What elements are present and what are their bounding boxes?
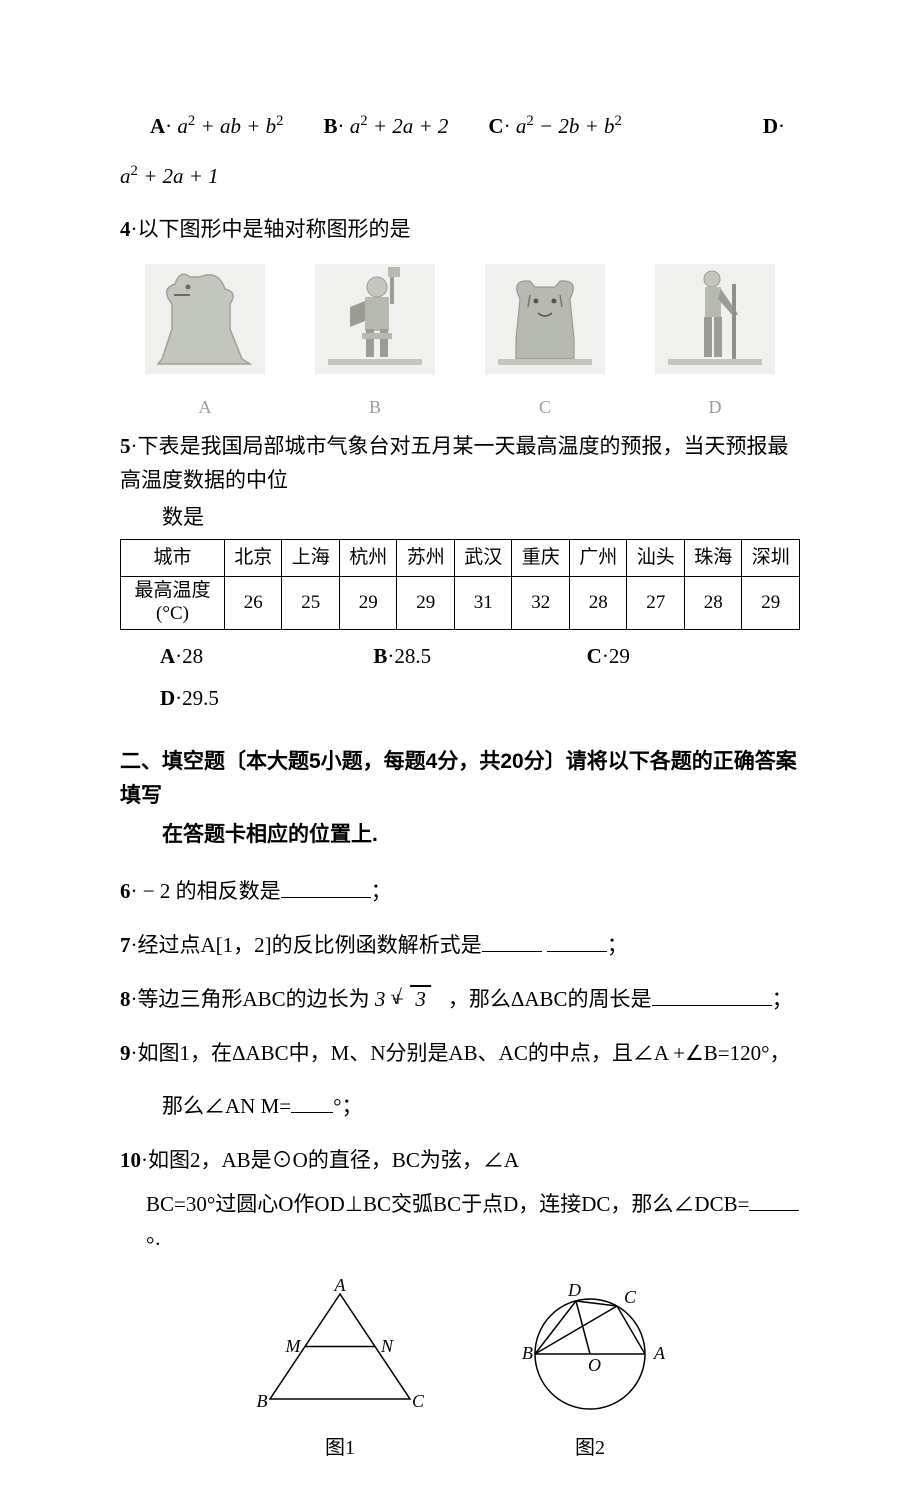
q5-text1: ·下表是我国局部城市气象台对五月某一天最高温度的预报，当天预报最高温度数据的中位 (120, 434, 789, 492)
q5-opt-b: B·28.5 (373, 640, 586, 674)
q3-d-label: D (763, 114, 778, 138)
q3-d-expr-line: a2 + 2a + 1 (120, 160, 800, 194)
blank (547, 951, 607, 952)
blank (281, 897, 371, 898)
q5-opt-a: A·28 (160, 640, 373, 674)
q3-c-expr: a2 − 2b + b2 (516, 114, 622, 138)
q3-opt-c: C· a2 − 2b + b2 (488, 110, 621, 144)
svg-text:B: B (522, 1343, 533, 1363)
figure-1: A B C M N 图1 (240, 1279, 440, 1464)
figure-2: A B C D O 图2 (500, 1279, 680, 1464)
svg-text:C: C (412, 1391, 425, 1411)
th-temp: 最高温度(°C) (121, 577, 225, 630)
q4-fig-b: B (310, 259, 440, 422)
q3-opt-a: A· a2 + ab + b2 (150, 110, 283, 144)
section2-head: 二、填空题〔本大题5小题，每题4分，共20分〕请将以下各题的正确答案填写 (120, 745, 800, 812)
q8-line: 8·等边三角形ABC的边长为 3 + 3 √，那么ΔABC的周长是； (120, 980, 800, 1020)
svg-text:N: N (380, 1336, 394, 1356)
q4-text: ·以下图形中是轴对称图形的是 (131, 217, 411, 241)
q4-line: 4·以下图形中是轴对称图形的是 (120, 213, 800, 247)
q3-a-label: A (150, 114, 165, 138)
q3-b-expr: a2 + 2a + 2 (350, 114, 449, 138)
blank (749, 1210, 799, 1211)
svg-text:M: M (285, 1336, 302, 1356)
q9-sub: 那么∠AN M=°； (162, 1087, 800, 1127)
svg-text:O: O (588, 1355, 601, 1375)
q6-line: 6· − 2 的相反数是； (120, 872, 800, 912)
q5-text2: 数是 (162, 501, 800, 535)
blank (652, 1005, 772, 1006)
q10-line: 10·如图2，AB是⊙O的直径，BC为弦，∠A (120, 1141, 800, 1181)
q4-num: 4 (120, 217, 131, 241)
diagrams: A B C M N 图1 A B C D O 图2 (120, 1279, 800, 1464)
q7-line: 7·经过点A[1，2]的反比例函数解析式是 ； (120, 926, 800, 966)
section2-sub: 在答题卡相应的位置上. (162, 818, 800, 852)
th-city: 城市 (121, 539, 225, 576)
blank (482, 951, 542, 952)
q4-label-d: D (650, 393, 780, 422)
svg-text:D: D (567, 1280, 581, 1300)
fig1-caption: 图1 (240, 1432, 440, 1464)
q4-label-a: A (140, 393, 270, 422)
table-row: 最高温度(°C) 26 25 29 29 31 32 28 27 28 29 (121, 577, 800, 630)
q5-opt-c: C·29 (587, 640, 800, 674)
q5-num: 5 (120, 434, 131, 458)
q4-fig-a: A (140, 259, 270, 422)
svg-text:C: C (624, 1287, 637, 1307)
q10-sub: BC=30°过圆心O作OD⊥BC交弧BC于点D，连接DC，那么∠DCB=°· (146, 1185, 800, 1265)
q3-opt-d-label: D· (763, 110, 785, 144)
q3-d-expr: a2 + 2a + 1 (120, 164, 219, 188)
q3-b-label: B (323, 114, 337, 138)
q4-label-b: B (310, 393, 440, 422)
fig2-caption: 图2 (500, 1432, 680, 1464)
svg-text:A: A (653, 1343, 666, 1363)
q9-line: 9·如图1，在ΔABC中，M、N分别是AB、AC的中点，且∠A +∠B=120°… (120, 1034, 800, 1074)
q5-opt-d: D·29.5 (160, 682, 800, 716)
blank (291, 1112, 333, 1113)
q4-figures: A B C (120, 259, 800, 422)
q3-options: A· a2 + ab + b2 B· a2 + 2a + 2 C· a2 − 2… (150, 110, 790, 144)
table-row: 城市 北京 上海 杭州 苏州 武汉 重庆 广州 汕头 珠海 深圳 (121, 539, 800, 576)
q5-line: 5·下表是我国局部城市气象台对五月某一天最高温度的预报，当天预报最高温度数据的中… (120, 430, 800, 497)
q4-fig-c: C (480, 259, 610, 422)
svg-text:A: A (334, 1279, 347, 1295)
q4-fig-d: D (650, 259, 780, 422)
q3-opt-b: B· a2 + 2a + 2 (323, 110, 448, 144)
q3-a-expr: a2 + ab + b2 (177, 114, 283, 138)
q5-options: A·28 B·28.5 C·29 (160, 640, 800, 674)
svg-text:B: B (257, 1391, 268, 1411)
q3-c-label: C (488, 114, 503, 138)
q3-a-dot: · (165, 114, 172, 138)
q5-table: 城市 北京 上海 杭州 苏州 武汉 重庆 广州 汕头 珠海 深圳 最高温度(°C… (120, 539, 800, 630)
q4-label-c: C (480, 393, 610, 422)
